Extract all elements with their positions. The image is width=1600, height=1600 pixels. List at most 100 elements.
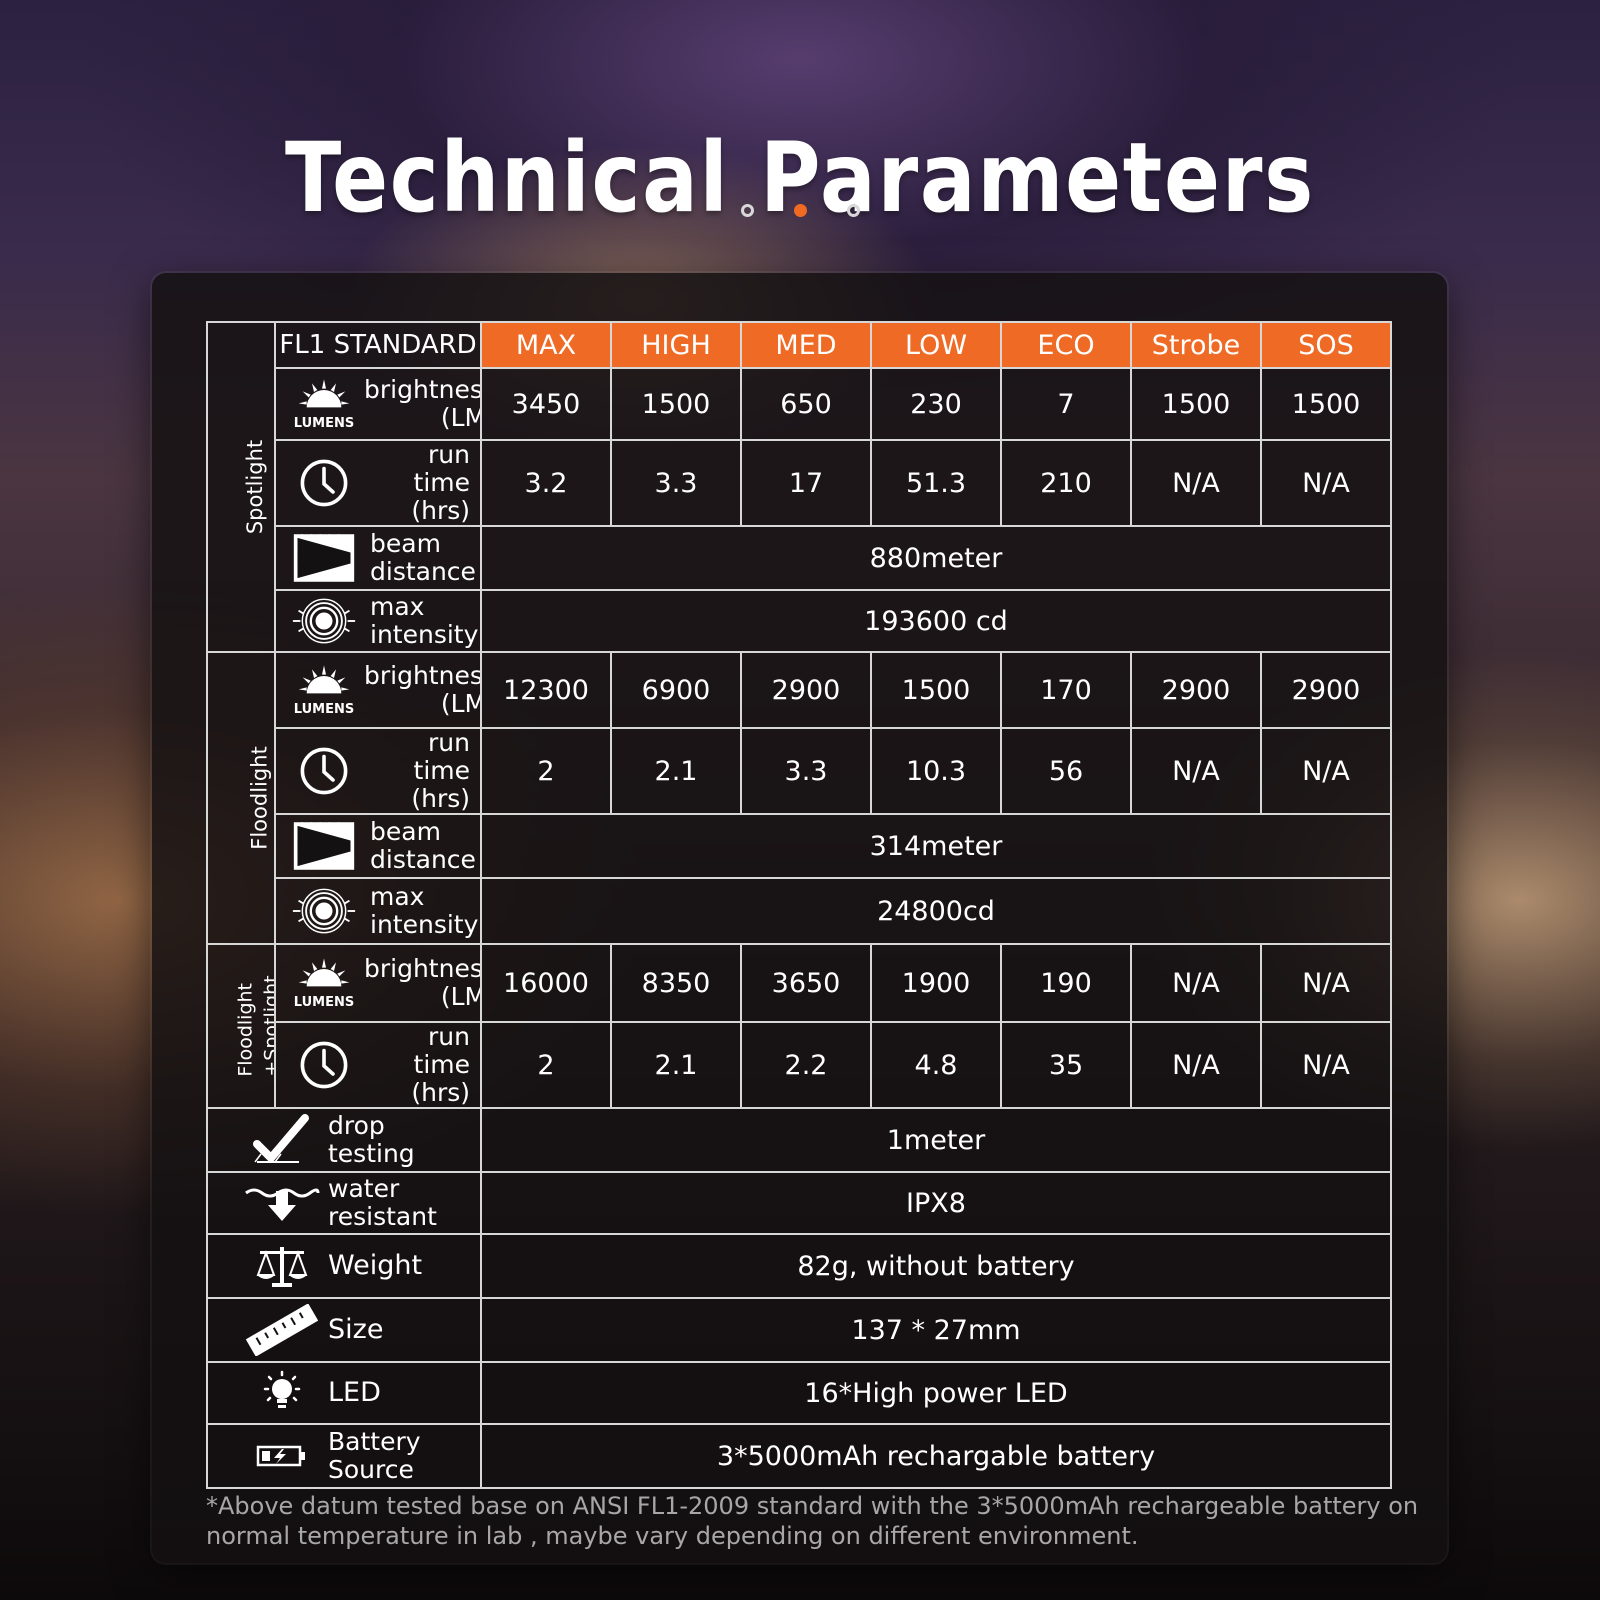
- floodlight-brightness-sos: 2900: [1260, 651, 1392, 729]
- testing-label: testing: [328, 1139, 415, 1168]
- distance-label: distance: [370, 845, 476, 874]
- pager-dot-1[interactable]: [740, 204, 754, 217]
- combined-runtime-max: 2: [480, 1021, 612, 1109]
- drop-testing-row: drop testing 1meter: [206, 1107, 1392, 1173]
- max-label: max: [370, 882, 425, 911]
- floodlight-runtime-low: 10.3: [870, 727, 1002, 815]
- pager-dot-3[interactable]: [846, 204, 860, 217]
- battery-value: 3*5000mAh rechargable battery: [480, 1423, 1392, 1489]
- floodlight-brightness-max: 12300: [480, 651, 612, 729]
- intensity-label: intensity: [370, 620, 479, 649]
- lumens-sun-icon: LUMENS: [284, 957, 364, 1010]
- target-icon: [284, 887, 364, 935]
- size-label: Size: [328, 1314, 384, 1345]
- floodlight-brightness-strobe: 2900: [1130, 651, 1262, 729]
- group-label-combined-line-1: Floodlight: [234, 982, 257, 1077]
- brightness-label: brightness: [364, 375, 479, 404]
- beam-distance-icon: [284, 532, 364, 584]
- combined-brightness-sos: N/A: [1260, 943, 1392, 1023]
- combined-brightness-eco: 190: [1000, 943, 1132, 1023]
- group-label-combined-cell: Floodlight +Spotlight: [206, 943, 276, 1109]
- param-brightness: LUMENS brightness(LM): [274, 943, 482, 1023]
- param-run-time: run time (hrs): [274, 439, 482, 527]
- param-water-resistant: water resistant: [206, 1171, 482, 1235]
- floodlight-runtime-high: 2.1: [610, 727, 742, 815]
- water-resistant-value: IPX8: [480, 1171, 1392, 1235]
- water-label: water: [328, 1174, 400, 1203]
- combined-runtime-row: run time (hrs) 2 2.1 2.2 4.8 35 N/A N/A: [207, 1021, 1392, 1109]
- combined-runtime-strobe: N/A: [1130, 1021, 1262, 1109]
- floodlight-brightness-eco: 170: [1000, 651, 1132, 729]
- combined-runtime-low: 4.8: [870, 1021, 1002, 1109]
- water-drop-arrow-icon: [242, 1183, 322, 1223]
- pager-dot-2-active[interactable]: [793, 204, 807, 217]
- floodlight-brightness-med: 2900: [740, 651, 872, 729]
- led-label: LED: [328, 1377, 381, 1408]
- floodlight-runtime-row: run time (hrs) 2 2.1 3.3 10.3 56 N/A N/A: [207, 727, 1392, 815]
- brightness-unit: (LM): [440, 982, 479, 1011]
- battery-charging-icon: [242, 1441, 322, 1471]
- combined-runtime-med: 2.2: [740, 1021, 872, 1109]
- spec-table: Spotlight FL1 STANDARD MAX HIGH MED LOW …: [206, 321, 1392, 1489]
- combined-brightness-max: 16000: [480, 943, 612, 1023]
- spotlight-max-intensity: 193600 cd: [480, 589, 1392, 653]
- floodlight-brightness-row: Floodlight LUMENS brightness(LM) 12300 6…: [206, 651, 1392, 945]
- spotlight-brightness-eco: 7: [1000, 367, 1132, 441]
- lumens-sun-icon: LUMENS: [284, 378, 364, 431]
- beam-label: beam: [370, 529, 441, 558]
- weight-value: 82g, without battery: [480, 1233, 1392, 1299]
- floodlight-brightness-high: 6900: [610, 651, 742, 729]
- param-max-intensity: max intensity: [274, 877, 482, 945]
- ruler-icon: [242, 1304, 322, 1356]
- resistant-label: resistant: [328, 1202, 437, 1231]
- spotlight-runtime-row: run time (hrs) 3.2 3.3 17 51.3 210 N/A N/…: [207, 439, 1392, 527]
- spotlight-brightness-sos: 1500: [1260, 367, 1392, 441]
- target-icon: [284, 597, 364, 645]
- floodlight-intensity-row: max intensity 24800cd: [207, 877, 1392, 945]
- intensity-label: intensity: [370, 910, 479, 939]
- mode-header-low: LOW: [870, 321, 1002, 369]
- run-time-label: run time: [413, 1022, 470, 1079]
- param-beam-distance: beam distance: [274, 525, 482, 591]
- spotlight-runtime-med: 17: [740, 439, 872, 527]
- combined-brightness-med: 3650: [740, 943, 872, 1023]
- spotlight-runtime-high: 3.3: [610, 439, 742, 527]
- max-label: max: [370, 592, 425, 621]
- floodlight-runtime-eco: 56: [1000, 727, 1132, 815]
- clock-icon: [284, 1038, 364, 1092]
- floodlight-brightness-low: 1500: [870, 651, 1002, 729]
- drop-testing-value: 1meter: [480, 1107, 1392, 1173]
- run-time-label: run time: [413, 440, 470, 497]
- clock-icon: [284, 744, 364, 798]
- combined-runtime-high: 2.1: [610, 1021, 742, 1109]
- param-brightness: LUMENS brightness(LM): [274, 367, 482, 441]
- clock-icon: [284, 456, 364, 510]
- lumens-caption: LUMENS: [293, 701, 355, 717]
- mode-header-eco: ECO: [1000, 321, 1132, 369]
- param-led: LED: [206, 1361, 482, 1425]
- floodlight-runtime-strobe: N/A: [1130, 727, 1262, 815]
- battery-row: Battery Source 3*5000mAh rechargable batt…: [206, 1423, 1392, 1489]
- combined-brightness-high: 8350: [610, 943, 742, 1023]
- floodlight-runtime-sos: N/A: [1260, 727, 1392, 815]
- param-drop-testing: drop testing: [206, 1107, 482, 1173]
- mode-header-med: MED: [740, 321, 872, 369]
- spotlight-brightness-med: 650: [740, 367, 872, 441]
- spotlight-runtime-sos: N/A: [1260, 439, 1392, 527]
- header-row: Spotlight FL1 STANDARD MAX HIGH MED LOW …: [206, 321, 1392, 653]
- param-size: Size: [206, 1297, 482, 1363]
- run-time-label: run time: [413, 728, 470, 785]
- beam-label: beam: [370, 817, 441, 846]
- brightness-label: brightness: [364, 661, 479, 690]
- drop-label: drop: [328, 1111, 385, 1140]
- spotlight-beam-row: beam distance 880meter: [207, 525, 1392, 591]
- page-title: Technical Parameters: [284, 122, 1315, 235]
- mode-header-high: HIGH: [610, 321, 742, 369]
- size-row: Size 137 * 27mm: [206, 1297, 1392, 1363]
- group-label-spotlight: Spotlight: [243, 439, 268, 535]
- combined-brightness-strobe: N/A: [1130, 943, 1262, 1023]
- brightness-unit: (LM): [440, 403, 479, 432]
- lumens-caption: LUMENS: [293, 994, 355, 1010]
- footnote: *Above datum tested base on ANSI FL1-200…: [206, 1492, 1419, 1550]
- spotlight-intensity-row: max intensity 193600 cd: [207, 589, 1392, 653]
